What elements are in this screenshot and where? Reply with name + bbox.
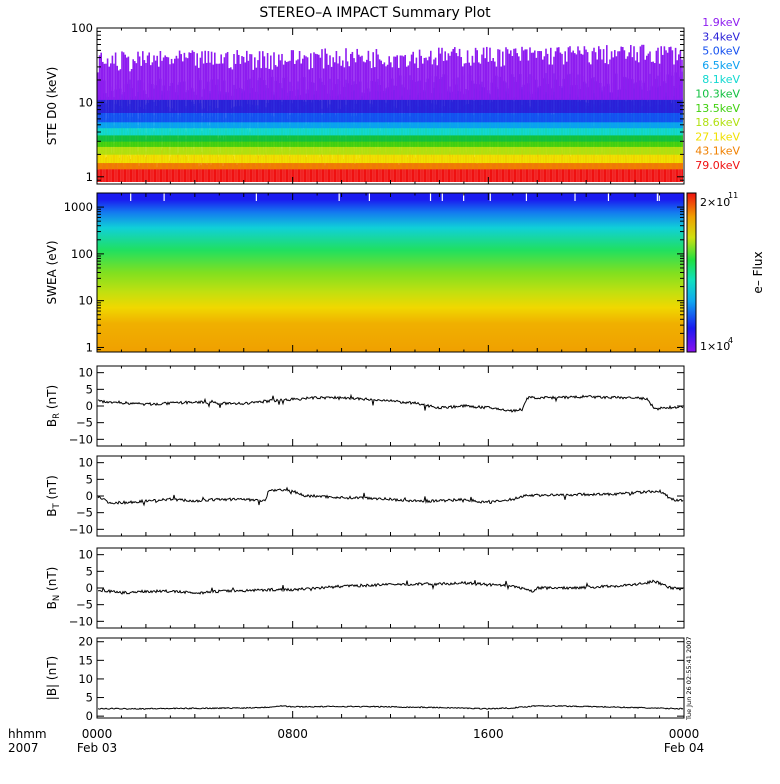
y-tick-label: 1000 xyxy=(64,200,93,214)
br-trace xyxy=(97,393,684,413)
y-tick-label: −10 xyxy=(69,432,93,446)
ste-legend-entry: 43.1keV xyxy=(695,145,740,158)
plot-title: STEREO–A IMPACT Summary Plot xyxy=(259,5,491,21)
y-tick-label: 10 xyxy=(78,95,93,109)
ste-legend-entry: 79.0keV xyxy=(695,159,740,172)
colorbar-min-label: 1×10 xyxy=(700,340,730,353)
y-tick-label: 10 xyxy=(78,672,93,686)
y-tick-label: 100 xyxy=(71,21,93,35)
colorbar-label: e– Flux xyxy=(751,251,765,293)
swea-spectrogram xyxy=(97,193,684,352)
y-tick-label: 5 xyxy=(86,382,93,396)
y-tick-label: 10 xyxy=(78,548,93,562)
panel-br: 10 5 0 −5 −10 BR (nT) xyxy=(45,365,685,447)
time-tick-label: 0000 xyxy=(82,727,113,741)
bt-trace xyxy=(97,486,684,507)
time-tick-date: Feb 04 xyxy=(664,741,704,755)
ste-legend-entry: 5.0keV xyxy=(702,45,740,58)
colorbar-max-exponent: 11 xyxy=(728,191,738,200)
ste-legend-entry: 10.3keV xyxy=(695,88,740,101)
y-tick-label: 15 xyxy=(78,653,93,667)
colorbar-max-label: 2×10 xyxy=(700,196,730,209)
bmag-y-axis-label: |B| (nT) xyxy=(45,656,59,700)
y-tick-label: 100 xyxy=(71,247,93,261)
swea-y-axis-label: SWEA (eV) xyxy=(45,240,59,304)
bn-y-axis-label: BN (nT) xyxy=(45,567,62,610)
ste-legend-entry: 13.5keV xyxy=(695,102,740,115)
time-tick-label: 1600 xyxy=(473,727,504,741)
ste-channel-1.9keV xyxy=(97,44,683,100)
y-tick-label: −5 xyxy=(76,506,93,520)
y-tick-label: 5 xyxy=(86,691,93,705)
panel-frame xyxy=(96,455,685,537)
y-tick-label: 0 xyxy=(86,709,93,723)
time-axis-label-year: 2007 xyxy=(8,741,39,755)
y-tick-label: 10 xyxy=(78,294,93,308)
y-tick-label: 0 xyxy=(86,399,93,413)
time-tick-label: 0000 xyxy=(669,727,700,741)
y-tick-label: 20 xyxy=(78,635,93,649)
y-tick-label: 5 xyxy=(86,472,93,486)
y-tick-label: 10 xyxy=(78,456,93,470)
ste-legend-entry: 8.1keV xyxy=(702,73,740,86)
colorbar xyxy=(687,193,696,352)
y-tick-label: 1 xyxy=(86,170,93,184)
y-tick-label: 10 xyxy=(78,366,93,380)
y-tick-label: −10 xyxy=(69,522,93,536)
y-tick-label: −5 xyxy=(76,598,93,612)
ste-legend-entry: 3.4keV xyxy=(702,30,740,43)
panel-bmag: 20 15 10 5 0 |B| (nT) xyxy=(45,635,685,723)
bn-trace xyxy=(98,579,684,595)
time-axis-label-hhmm: hhmm xyxy=(8,727,47,741)
panel-frame xyxy=(96,365,685,447)
y-tick-label: −10 xyxy=(69,614,93,628)
colorbar-frame xyxy=(686,192,697,353)
bmag-trace xyxy=(97,704,684,710)
ste-y-axis-label: STE D0 (keV) xyxy=(45,67,59,146)
ste-legend-entry: 1.9keV xyxy=(702,16,740,29)
panel-bt: 10 5 0 −5 −10 BT (nT) xyxy=(45,455,685,537)
y-tick-label: 5 xyxy=(86,564,93,578)
y-tick-label: −5 xyxy=(76,416,93,430)
time-tick-label: 0800 xyxy=(277,727,308,741)
colorbar-min-exponent: 4 xyxy=(728,336,733,345)
y-tick-label: 1 xyxy=(86,340,93,354)
time-tick-date: Feb 03 xyxy=(77,741,117,755)
y-tick-label: 0 xyxy=(86,581,93,595)
y-tick-label: 0 xyxy=(86,489,93,503)
timestamp-label: Tue Jun 26 02:55:41 2007 xyxy=(685,636,693,721)
br-y-axis-label: BR (nT) xyxy=(45,385,62,427)
panel-bn: 10 5 0 −5 −10 BN (nT) xyxy=(45,547,685,629)
ste-legend-entry: 27.1keV xyxy=(695,130,740,143)
bt-y-axis-label: BT (nT) xyxy=(45,475,62,517)
ste-legend-entry: 18.6keV xyxy=(695,116,740,129)
ste-legend-entry: 6.5keV xyxy=(702,59,740,72)
